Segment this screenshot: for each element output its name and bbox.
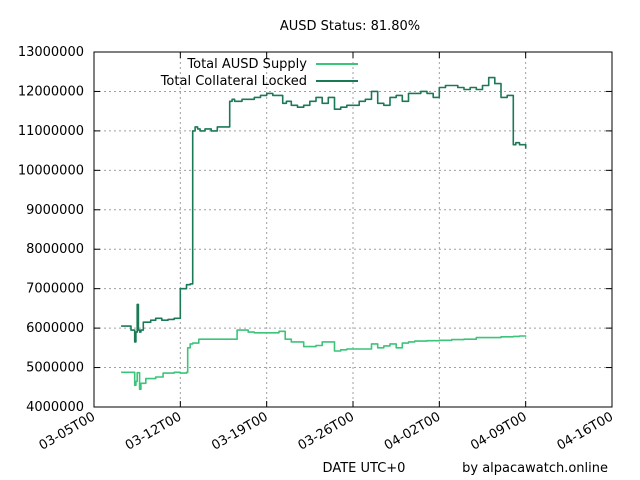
legend-label-supply: Total AUSD Supply [186, 57, 307, 72]
y-tick-label: 12000000 [18, 84, 84, 99]
x-tick-label: 03-05T00 [37, 409, 98, 453]
y-tick-label: 9000000 [26, 203, 84, 218]
x-tick-label: 04-16T00 [555, 409, 616, 453]
y-tick-label: 11000000 [18, 124, 84, 139]
x-tick-label: 04-02T00 [382, 409, 443, 453]
y-tick-label: 5000000 [26, 361, 84, 376]
y-tick-label: 6000000 [26, 321, 84, 336]
x-tick-label: 04-09T00 [468, 409, 529, 453]
series-line-collateral [121, 76, 527, 343]
x-tick-label: 03-26T00 [296, 409, 357, 453]
y-tick-label: 10000000 [18, 163, 84, 178]
y-axis: 4000000 5000000 6000000 7000000 8000000 90000… [18, 45, 612, 415]
x-axis: 03-05T00 03-12T00 03-19T00 03-26T00 04-02T00… [37, 52, 616, 454]
y-tick-label: 8000000 [26, 242, 84, 257]
y-tick-label: 13000000 [18, 45, 84, 60]
gridlines [94, 52, 612, 407]
legend-label-collateral: Total Collateral Locked [160, 74, 307, 89]
legend: Total AUSD Supply Total Collateral Locke… [160, 57, 358, 89]
credit-text: by alpacawatch.online [462, 461, 608, 476]
x-tick-label: 03-12T00 [123, 409, 184, 453]
x-tick-label: 03-19T00 [209, 409, 270, 453]
plot-series [121, 76, 527, 391]
series-line-supply [121, 329, 527, 391]
y-tick-label: 4000000 [26, 400, 84, 415]
y-tick-label: 7000000 [26, 282, 84, 297]
x-axis-label: DATE UTC+0 [323, 461, 406, 476]
chart-title: AUSD Status: 81.80% [280, 19, 420, 34]
